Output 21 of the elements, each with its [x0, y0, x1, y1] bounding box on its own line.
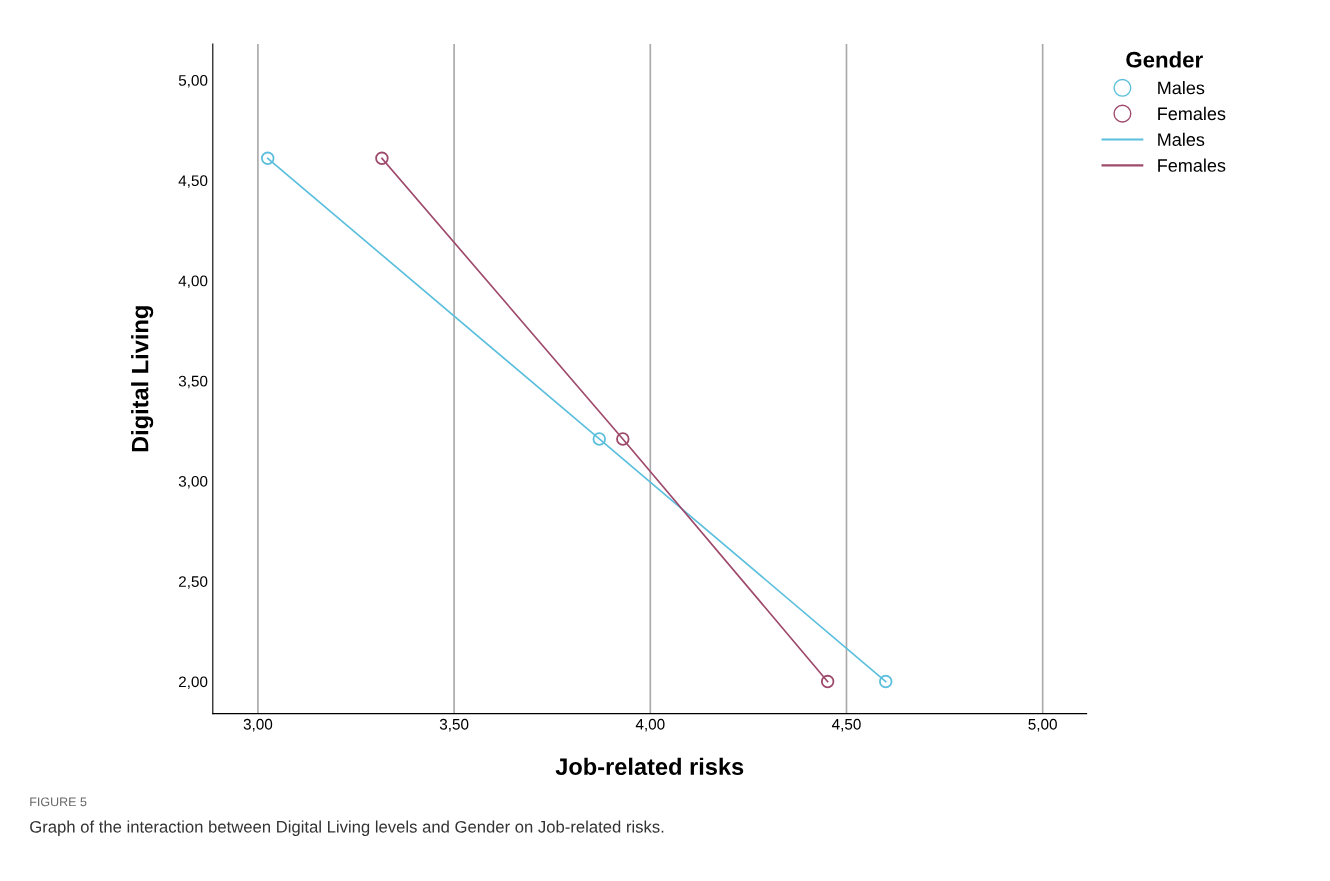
legend-label: Males — [1158, 81, 1205, 95]
x-tick-label: 4,00 — [635, 718, 665, 732]
text: Graph of the interaction between Digital Living levels and Gender on Job-related risks. — [30, 820, 664, 836]
y-tick-label: 4,00 — [178, 275, 208, 289]
y-tick-label: 2,00 — [178, 676, 208, 690]
legend-label: Females — [1158, 158, 1226, 172]
caption: FIGURE 5 — [30, 797, 87, 807]
y-tick-label: 5,00 — [178, 75, 208, 88]
y-tick-label: 3,00 — [178, 475, 208, 489]
legend-label: Males — [1158, 132, 1205, 146]
x-axis-title: Job-related risks — [555, 757, 744, 776]
y-tick-label: 4,50 — [178, 175, 208, 188]
x-tick-label: 4,50 — [831, 718, 861, 732]
legend-label: Females — [1158, 106, 1226, 121]
legend-title: Gender — [1126, 51, 1203, 68]
x-tick-label: 3,50 — [439, 718, 469, 732]
y-tick-label: 2,50 — [178, 576, 208, 589]
y-tick-label: 3,50 — [178, 375, 208, 389]
y-axis-title: Digital Living — [131, 306, 154, 452]
x-tick-label: 5,00 — [1028, 718, 1057, 732]
x-tick-label: 3,00 — [243, 718, 273, 732]
